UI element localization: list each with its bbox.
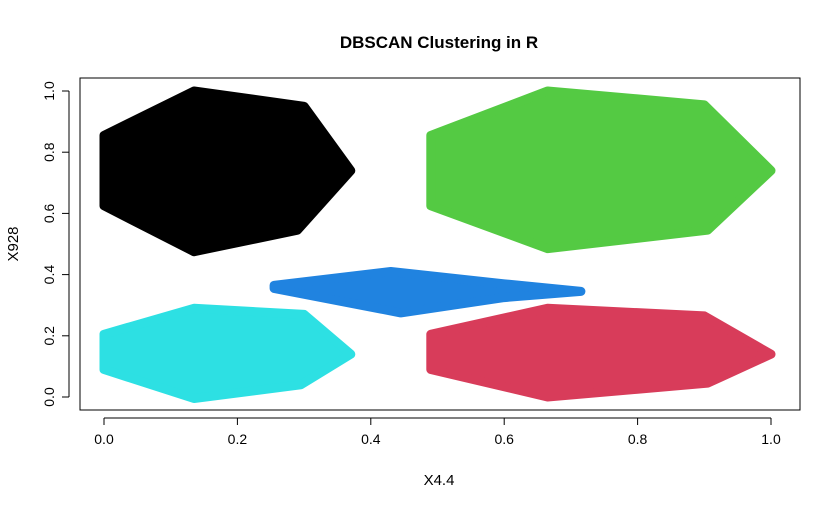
x-axis: 0.0 0.2 0.4 0.6 0.8 1.0 (94, 417, 781, 447)
y-tick-label: 0.2 (41, 326, 57, 346)
y-axis-label: X928 (5, 226, 22, 261)
x-tick-label: 0.8 (628, 431, 648, 447)
x-tick-label: 0.0 (94, 431, 114, 447)
cluster-5 (426, 303, 776, 402)
cluster-2 (426, 86, 776, 254)
y-tick-label: 0.0 (41, 387, 57, 407)
x-tick-label: 0.2 (228, 431, 248, 447)
x-tick-label: 0.6 (494, 431, 514, 447)
chart-title: DBSCAN Clustering in R (340, 33, 538, 52)
cluster-layer (99, 86, 776, 403)
y-axis: 0.0 0.2 0.4 0.6 0.8 1.0 (41, 81, 70, 407)
cluster-4 (99, 303, 356, 403)
x-axis-label: X4.4 (424, 472, 455, 489)
x-tick-label: 0.4 (361, 431, 381, 447)
cluster-3 (269, 267, 586, 318)
y-tick-label: 1.0 (41, 81, 57, 101)
plot-frame (79, 77, 801, 411)
y-tick-label: 0.6 (41, 203, 57, 223)
x-tick-label: 1.0 (761, 431, 781, 447)
y-tick-label: 0.8 (41, 142, 57, 162)
y-tick-label: 0.4 (41, 265, 57, 285)
cluster-1 (99, 86, 356, 257)
